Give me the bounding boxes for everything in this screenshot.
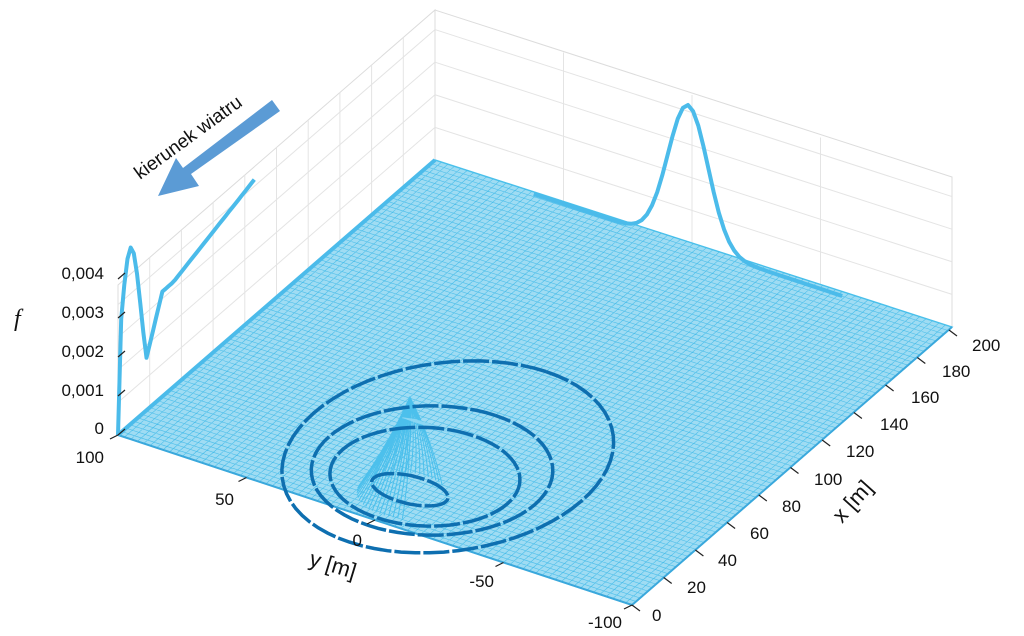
z-tick-label: 0,003 <box>61 303 104 322</box>
contour-line <box>369 471 450 508</box>
projection-curves <box>116 103 843 436</box>
x-tick-label: 160 <box>911 388 939 407</box>
x-tick <box>631 604 641 612</box>
projection-fy-curve <box>533 103 843 298</box>
x-tick <box>790 467 799 474</box>
z-tick-label: 0 <box>95 419 104 438</box>
x-tick-label: 200 <box>972 336 1000 355</box>
x-tick-label: 20 <box>687 578 706 597</box>
x-tick-label: 80 <box>782 497 801 516</box>
y-tick <box>495 561 504 568</box>
z-tick-label: 0,004 <box>61 264 104 283</box>
y-tick <box>366 519 376 525</box>
wind-direction-arrow <box>158 100 280 196</box>
x-tick <box>885 384 894 392</box>
y-tick-label: 100 <box>76 448 104 467</box>
contour-line <box>328 425 522 528</box>
y-tick-label: 0 <box>353 531 362 550</box>
z-axis-label: f <box>14 306 24 332</box>
x-tick <box>853 412 863 419</box>
y-tick-label: -100 <box>588 613 622 632</box>
projection-fx-curve <box>116 178 256 436</box>
y-tick-label: -50 <box>469 572 494 591</box>
x-tick <box>948 329 958 337</box>
x-tick <box>916 357 926 364</box>
wall-gridline <box>434 61 953 230</box>
z-tick <box>117 350 126 358</box>
surface-peak-mesh <box>356 396 443 519</box>
x-tick-label: 120 <box>846 442 874 461</box>
x-tick-label: 180 <box>942 362 970 381</box>
x-tick <box>726 522 736 529</box>
y-tick <box>623 604 633 610</box>
x-tick <box>695 549 704 557</box>
x-tick-label: 40 <box>718 551 737 570</box>
x-tick <box>758 494 768 502</box>
x-tick-label: 0 <box>652 606 661 625</box>
contour-line <box>309 404 555 537</box>
axis-ticks <box>109 272 958 612</box>
z-tick-label: 0,001 <box>61 381 104 400</box>
surface-back-edge <box>116 158 437 437</box>
z-tick <box>117 389 126 397</box>
wall-gridline <box>434 126 953 295</box>
wall-gridline <box>434 94 953 263</box>
x-tick-label: 60 <box>750 524 769 543</box>
wall-gridlines <box>117 29 953 408</box>
x-tick <box>821 439 831 447</box>
z-tick-label: 0,002 <box>61 342 104 361</box>
z-tick <box>117 428 126 436</box>
y-tick <box>238 476 247 483</box>
y-tick-label: 50 <box>215 490 234 509</box>
y-axis-label: y [m] <box>307 546 360 584</box>
z-tick <box>117 272 126 280</box>
x-tick-label: 100 <box>814 470 842 489</box>
contour-lines <box>280 359 616 555</box>
x-tick <box>663 577 673 584</box>
z-tick <box>117 311 126 319</box>
x-tick-label: 140 <box>880 415 908 434</box>
contour-line <box>280 359 616 555</box>
y-tick <box>109 434 119 440</box>
